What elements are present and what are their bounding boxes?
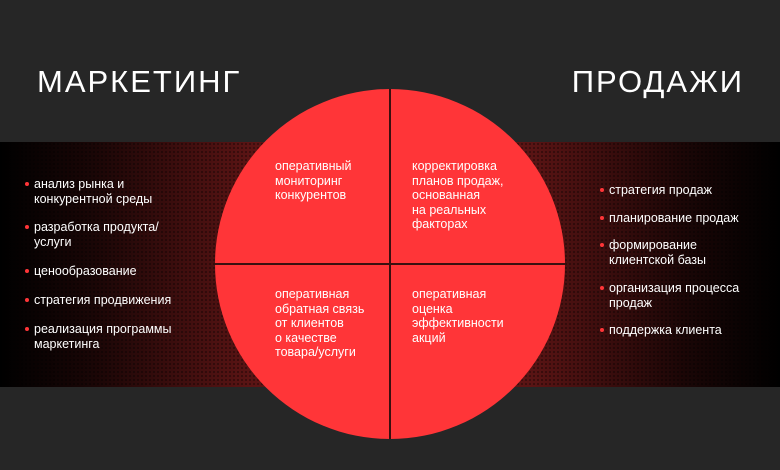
item-label: стратегия продвижения xyxy=(34,293,172,307)
bullet-icon xyxy=(25,269,29,273)
bullet-icon xyxy=(25,225,29,229)
list-item: планирование продаж xyxy=(600,211,780,226)
quadrant-bottom-left: оперативная обратная связь от клиентов о… xyxy=(275,287,365,359)
item-label: анализ рынка и конкурентной среды xyxy=(34,177,153,206)
sales-title: ПРОДАЖИ xyxy=(571,64,744,99)
list-item: организация процесса продаж xyxy=(600,281,780,310)
list-item: стратегия продаж xyxy=(600,183,780,198)
item-label: планирование продаж xyxy=(609,211,739,225)
quadrant-top-left: оперативный мониторинг конкурентов xyxy=(275,159,352,202)
list-item: стратегия продвижения xyxy=(25,293,224,308)
bullet-icon xyxy=(600,328,604,332)
list-item: поддержка клиента xyxy=(600,323,780,338)
item-label: поддержка клиента xyxy=(609,323,722,337)
bullet-icon xyxy=(25,327,29,331)
bullet-icon xyxy=(25,298,29,302)
item-label: разработка продукта/ услуги xyxy=(34,220,159,249)
item-label: формирование клиентской базы xyxy=(609,238,706,267)
item-label: реализация программы маркетинга xyxy=(34,322,172,351)
list-item: ценообразование xyxy=(25,264,224,279)
quadrant-top-right: корректировка планов продаж, основанная … xyxy=(412,159,504,231)
quadrant-bottom-right: оперативная оценка эффективности акций xyxy=(412,287,504,345)
quadrant-circle: оперативный мониторинг конкурентов корре… xyxy=(215,89,565,439)
bullet-icon xyxy=(600,286,604,290)
list-item: анализ рынка и конкурентной среды xyxy=(25,177,224,206)
bullet-icon xyxy=(25,182,29,186)
list-item: разработка продукта/ услуги xyxy=(25,220,224,249)
bullet-icon xyxy=(600,188,604,192)
list-item: реализация программы маркетинга xyxy=(25,322,224,351)
item-label: организация процесса продаж xyxy=(609,281,740,310)
vertical-divider xyxy=(389,89,391,439)
item-label: стратегия продаж xyxy=(609,183,712,197)
bullet-icon xyxy=(600,243,604,247)
marketing-title: МАРКЕТИНГ xyxy=(37,64,242,99)
list-item: формирование клиентской базы xyxy=(600,238,780,267)
item-label: ценообразование xyxy=(34,264,137,278)
bullet-icon xyxy=(600,216,604,220)
